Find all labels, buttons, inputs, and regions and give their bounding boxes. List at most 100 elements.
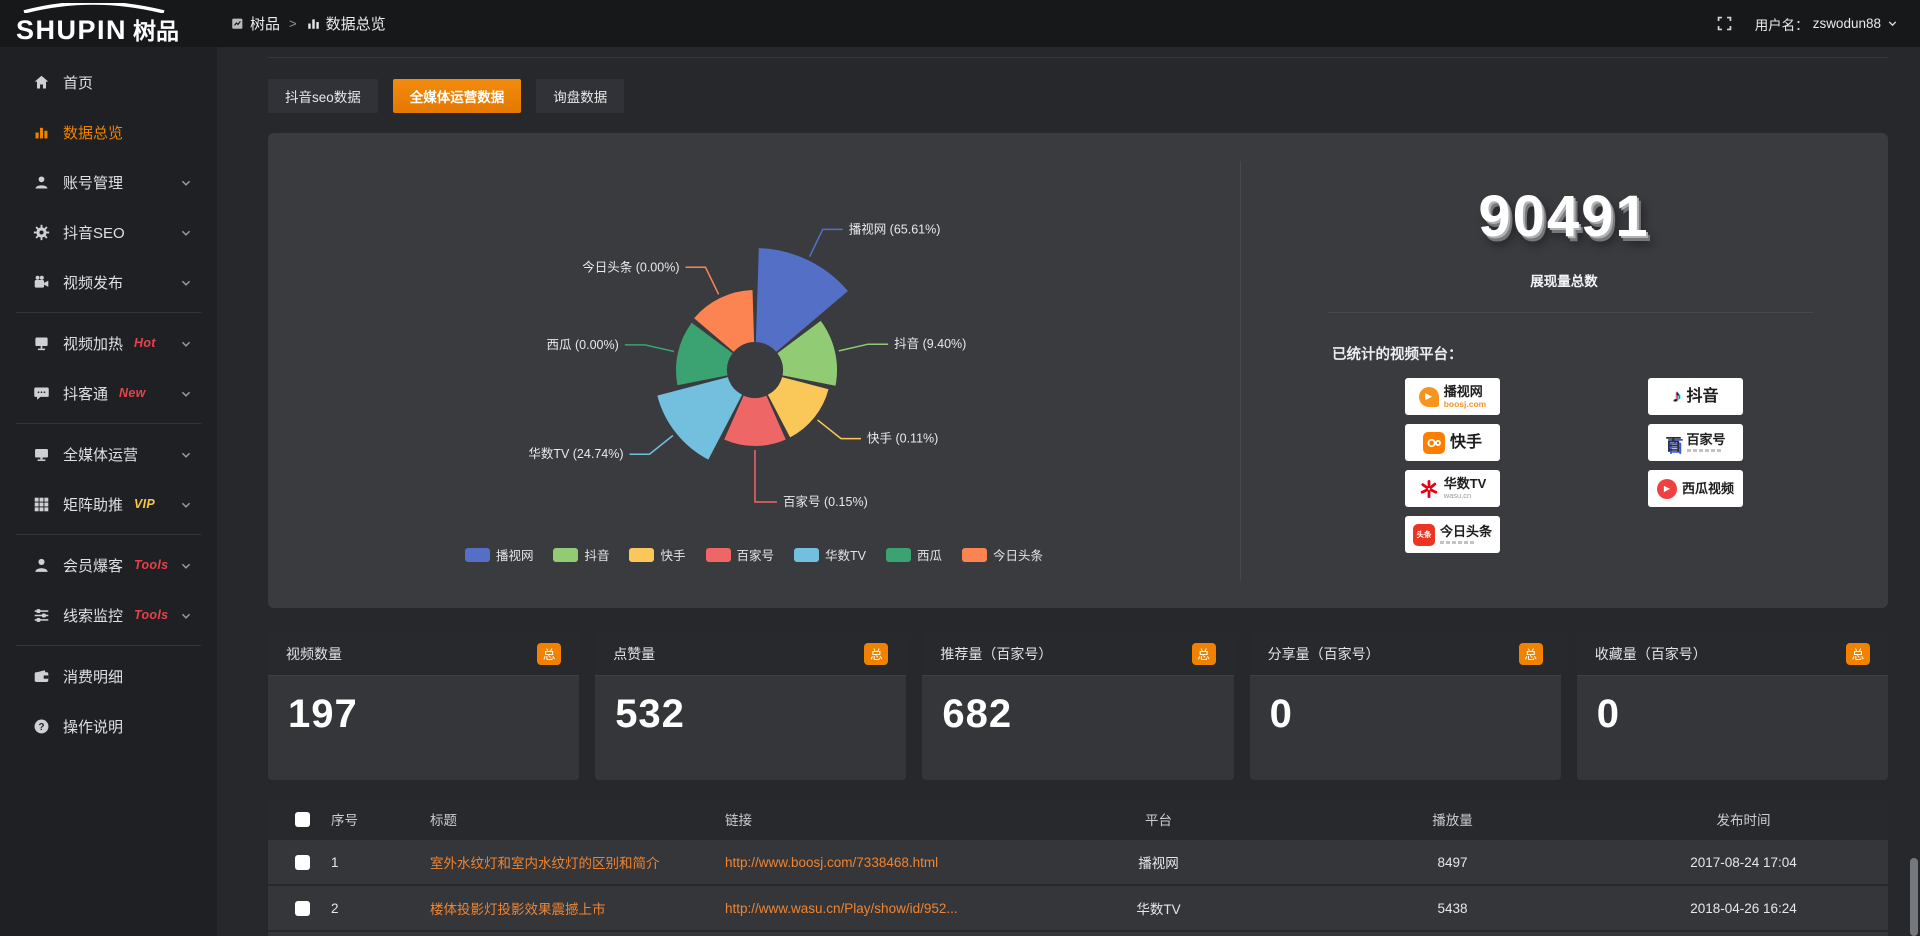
select-all-checkbox[interactable] <box>294 811 310 827</box>
table-row: 2 楼体投影灯投影效果震撼上市 http://www.wasu.cn/Play/sh… <box>268 886 1888 930</box>
sidebar-item-douketong[interactable]: 抖客通 New <box>0 368 217 418</box>
legend-item-toutiao[interactable]: 今日头条 <box>962 545 1043 564</box>
sidebar-item-matrix-boost[interactable]: 矩阵助推 VIP <box>0 479 217 529</box>
sidebar-item-lead-monitor[interactable]: 线索监控 Tools <box>0 590 217 640</box>
row-index: 2 <box>331 900 339 916</box>
fullscreen-icon[interactable] <box>1716 15 1733 32</box>
summary-divider <box>1328 312 1813 313</box>
sidebar-divider <box>16 423 201 424</box>
sidebar-item-label: 全媒体运营 <box>63 446 139 464</box>
legend-swatch <box>794 547 820 562</box>
sidebar-item-label: 会员爆客 <box>63 557 124 575</box>
video-title-link[interactable]: 室外水纹灯和室内水纹灯的区别和简介 <box>430 856 660 871</box>
video-title-link[interactable]: 楼体投影灯投影效果震撼上市 <box>430 902 606 917</box>
pie-slice-xigua[interactable] <box>676 322 733 386</box>
legend-label: 今日头条 <box>993 549 1044 563</box>
row-checkbox[interactable] <box>294 900 310 916</box>
stat-card-value: 532 <box>615 692 685 736</box>
total-badge: 总 <box>1846 642 1870 665</box>
main-content: 抖音seo数据 全媒体运营数据 询盘数据 播视网 (65.61%) 抖音 (9.40%… <box>217 47 1920 936</box>
platform-name: 今日头条 <box>1439 524 1492 539</box>
stat-card-value: 0 <box>1269 692 1293 736</box>
impressions-total-value: 90491 <box>1478 184 1650 249</box>
sidebar-item-label: 视频发布 <box>63 274 124 292</box>
svg-text:?: ? <box>39 721 45 732</box>
topbar: SHUPIN 树品 树品 > 数据总览 用户名： zswodun88 <box>0 0 1920 47</box>
breadcrumb-item-current[interactable]: 数据总览 <box>306 13 386 34</box>
pie-label-leader <box>754 450 777 503</box>
douyin-logo: ♪ <box>1672 386 1682 406</box>
sidebar-item-video-heating[interactable]: 视频加热 Hot <box>0 318 217 368</box>
stat-card-value: 197 <box>288 692 358 736</box>
row-checkbox[interactable] <box>294 854 310 870</box>
legend-item-wasu[interactable]: 华数TV <box>794 545 866 564</box>
pie-label-leader <box>624 344 675 353</box>
sidebar-item-badge: Tools <box>134 608 169 622</box>
tab-inquiry-data[interactable]: 询盘数据 <box>536 79 625 113</box>
sidebar-item-all-media-operation[interactable]: 全媒体运营 <box>0 429 217 479</box>
breadcrumb-item-home[interactable]: 树品 <box>230 13 280 34</box>
sidebar-item-label: 线索监控 <box>63 607 124 625</box>
monitor-icon <box>33 446 50 463</box>
pie-slice-wasu[interactable] <box>657 377 743 460</box>
sidebar: 首页 数据总览 账号管理 抖音SEO 视频发布视频加热 Hot 抖客通 New 全媒体运营矩阵助… <box>0 47 217 936</box>
legend-item-baijiahao[interactable]: 百家号 <box>705 545 774 564</box>
pie-slice-kuaishou[interactable] <box>767 377 829 438</box>
pie-label-leader <box>629 434 674 455</box>
total-badge: 总 <box>1191 642 1216 665</box>
pie-slice-boosj[interactable] <box>755 248 848 352</box>
pie-slice-douyin[interactable] <box>777 320 838 386</box>
user-menu[interactable]: 用户名： zswodun88 <box>1755 14 1898 34</box>
row-index: 1 <box>331 854 339 870</box>
sidebar-item-operation-guide[interactable]: ? 操作说明 <box>0 701 217 751</box>
xigua-logo: ▶ <box>1656 478 1677 499</box>
legend-item-boosj[interactable]: 播视网 <box>464 545 533 564</box>
pie-slice-baijiahao[interactable] <box>724 395 786 447</box>
stat-card-value: 0 <box>1596 692 1621 736</box>
platform-text: 今日头条 <box>1439 524 1492 544</box>
legend-item-xigua[interactable]: 西瓜 <box>886 545 942 564</box>
sidebar-item-douyin-seo[interactable]: 抖音SEO <box>0 207 217 257</box>
screen-icon <box>33 335 50 352</box>
rose-pie-chart: 播视网 (65.61%) 抖音 (9.40%) 快手 (0.11%) 百家号 (0.1… <box>528 221 966 509</box>
row-platform: 播视网 <box>1138 856 1179 871</box>
stat-card-header: 点赞量 总 <box>595 632 907 676</box>
legend-label: 西瓜 <box>917 549 943 563</box>
sidebar-item-member-baoke[interactable]: 会员爆客 Tools <box>0 540 217 590</box>
video-url-link[interactable]: http://www.wasu.cn/Play/show/id/952... <box>725 900 958 916</box>
sidebar-item-label: 视频加热 <box>63 335 124 353</box>
platform-text: 快手 <box>1450 434 1482 451</box>
sidebar-item-label: 操作说明 <box>63 718 124 736</box>
sidebar-item-consumption-detail[interactable]: 消费明细 <box>0 651 217 701</box>
report-icon <box>230 16 245 31</box>
chevron-down-icon <box>180 498 192 510</box>
sidebar-item-data-overview[interactable]: 数据总览 <box>0 107 217 157</box>
tab-douyin-seo-data[interactable]: 抖音seo数据 <box>268 79 378 113</box>
sidebar-item-home[interactable]: 首页 <box>0 57 217 107</box>
tab-all-media-data[interactable]: 全媒体运营数据 <box>392 79 522 113</box>
bars-icon <box>306 16 321 31</box>
pie-label-leader <box>817 419 861 440</box>
kuaishou-logo <box>1422 431 1445 454</box>
platform-name: 抖音 <box>1686 387 1719 405</box>
sidebar-item-account-management[interactable]: 账号管理 <box>0 157 217 207</box>
legend-swatch <box>629 547 655 562</box>
pie-slice-label: 快手 (0.11%) <box>867 432 938 446</box>
platform-badge-toutiao: 头条 今日头条 <box>1405 516 1500 553</box>
scrollbar-thumb[interactable] <box>1910 858 1918 936</box>
tab-bar: 抖音seo数据 全媒体运营数据 询盘数据 <box>268 79 1888 113</box>
chevron-down-icon <box>180 226 192 238</box>
stat-card-title: 推荐量（百家号） <box>940 645 1053 662</box>
total-badge: 总 <box>537 642 562 665</box>
pie-slice-toutiao[interactable] <box>694 290 755 352</box>
platform-badge-boosj: ▶ 播视网 boosj.com <box>1405 378 1500 415</box>
legend-item-kuaishou[interactable]: 快手 <box>629 545 686 564</box>
sidebar-item-video-publish[interactable]: 视频发布 <box>0 257 217 307</box>
pie-label-leader <box>838 343 889 352</box>
video-url-link[interactable]: http://www.boosj.com/7338468.html <box>725 854 939 870</box>
chevron-down-icon <box>180 609 192 621</box>
legend-item-douyin[interactable]: 抖音 <box>553 545 609 564</box>
stat-card-header: 分享量（百家号） 总 <box>1249 632 1561 676</box>
breadcrumb-separator: > <box>289 16 297 31</box>
username-label: 用户名： <box>1754 17 1809 33</box>
